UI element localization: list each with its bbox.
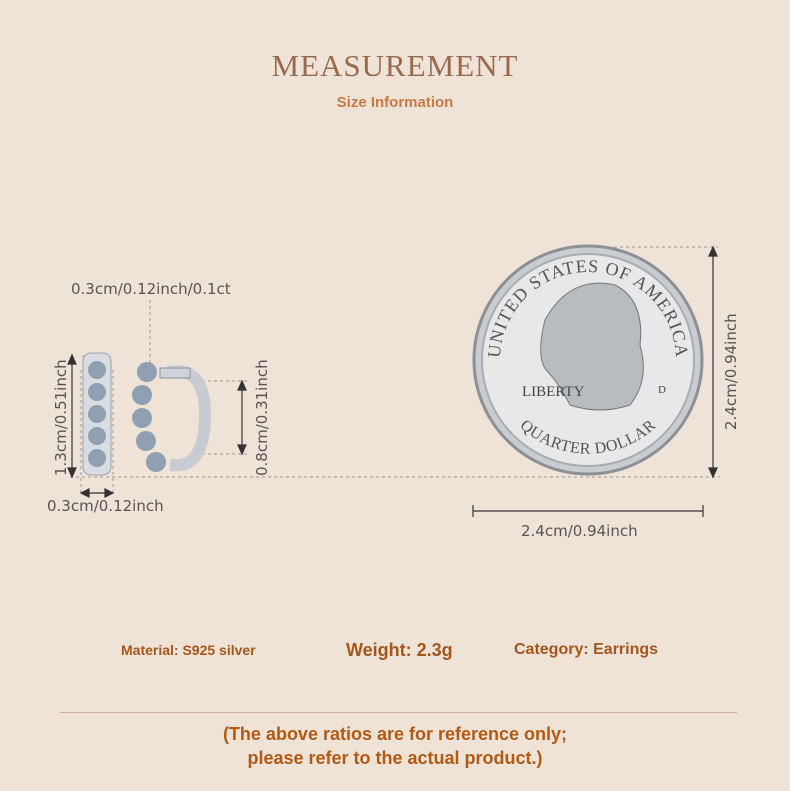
earring-height-label: 1.3cm/0.51inch — [52, 359, 70, 476]
page-title: MEASUREMENT — [271, 48, 519, 83]
divider — [60, 712, 737, 713]
earring-front-icon — [82, 352, 112, 476]
earring-width-label: 0.3cm/0.12inch — [47, 497, 164, 515]
dimension-arrows — [67, 245, 718, 517]
note-line-2: please refer to the actual product.) — [247, 748, 543, 768]
earring-side-icon — [132, 362, 212, 472]
page-subtitle: Size Information — [336, 94, 454, 111]
stone-size-label: 0.3cm/0.12inch/0.1ct — [71, 280, 231, 298]
material-spec: Material: S925 silver — [121, 642, 256, 658]
guide-lines — [70, 246, 720, 495]
coin-height-label: 2.4cm/0.94inch — [722, 313, 740, 430]
coin-width-label: 2.4cm/0.94inch — [521, 522, 638, 540]
reference-note: (The above ratios are for reference only… — [0, 722, 790, 770]
note-line-1: (The above ratios are for reference only… — [222, 724, 568, 744]
coin-mint-mark: D — [658, 384, 666, 396]
weight-spec: Weight: 2.3g — [346, 640, 453, 660]
quarter-coin-icon: UNITED STATES OF AMERICA QUARTER DOLLAR … — [472, 244, 704, 476]
coin-liberty-text: LIBERTY — [522, 384, 585, 400]
inner-diameter-label: 0.8cm/0.31inch — [253, 359, 271, 476]
category-spec: Category: Earrings — [514, 641, 659, 658]
